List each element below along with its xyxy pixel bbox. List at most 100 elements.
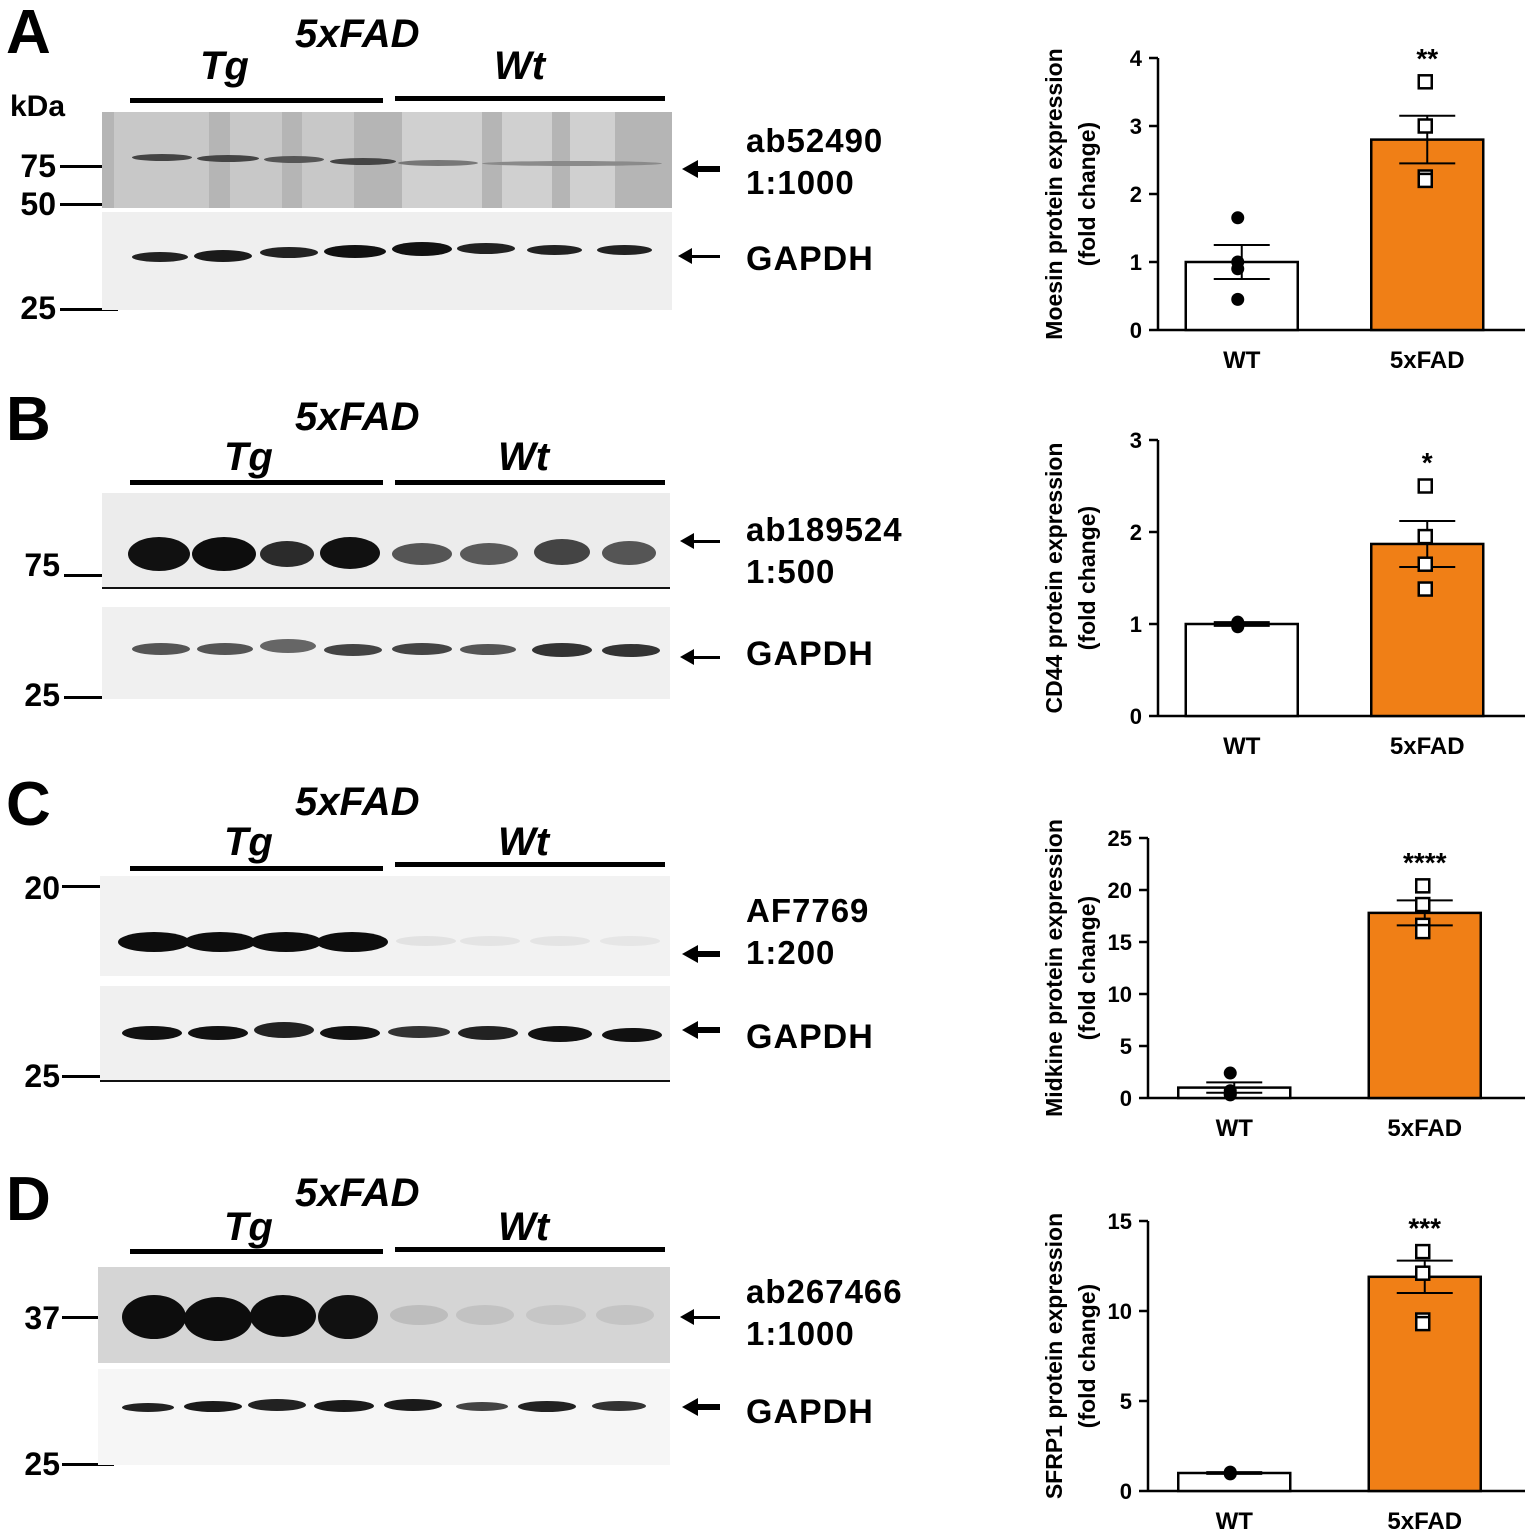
y-axis-label: Moesin protein expression bbox=[1041, 48, 1067, 339]
marker-25: 25 bbox=[24, 1058, 60, 1094]
antibody-label: ab189524 1:500 bbox=[746, 509, 903, 593]
marker-tick bbox=[62, 1316, 118, 1319]
marker-tick bbox=[62, 1463, 114, 1466]
gapdh-band bbox=[392, 643, 452, 655]
y-tick-label: 2 bbox=[1130, 520, 1142, 545]
protein-band bbox=[392, 543, 452, 565]
y-tick-label: 0 bbox=[1130, 318, 1142, 343]
gapdh-label: GAPDH bbox=[746, 240, 874, 278]
gapdh-band bbox=[457, 243, 515, 254]
protein-band bbox=[320, 537, 380, 569]
group-tg-line bbox=[130, 866, 383, 871]
target-arrow bbox=[682, 945, 720, 963]
marker-25: 25 bbox=[20, 290, 56, 326]
target-blot bbox=[98, 1267, 670, 1363]
sfrp1-bar-chart: 0 5 10 15 SFRP1 protein expression (fold chan… bbox=[1041, 1209, 1525, 1535]
protein-band bbox=[596, 1305, 654, 1325]
gapdh-band bbox=[260, 639, 316, 653]
bar-5xfad bbox=[1367, 1275, 1482, 1493]
data-point bbox=[1223, 1087, 1237, 1101]
data-point bbox=[1417, 528, 1433, 545]
gapdh-label: GAPDH bbox=[746, 1018, 874, 1056]
protein-band bbox=[602, 541, 656, 565]
model-label: 5xFAD bbox=[295, 1171, 420, 1215]
gapdh-band bbox=[458, 1026, 518, 1040]
model-label: 5xFAD bbox=[295, 780, 420, 824]
midkine-bar-chart: 0 5 10 15 20 25 Midkine protein expression (fol… bbox=[1041, 819, 1525, 1142]
x-tick-label: 5xFAD bbox=[1387, 1508, 1462, 1535]
antibody-label: AF7769 1:200 bbox=[746, 890, 869, 974]
data-point bbox=[1417, 172, 1433, 189]
protein-band bbox=[526, 1305, 586, 1325]
gapdh-band bbox=[460, 644, 516, 655]
group-tg-label: Tg bbox=[200, 44, 249, 88]
significance-label: ** bbox=[1416, 43, 1438, 74]
y-tick-label: 0 bbox=[1120, 1086, 1132, 1111]
marker-75: 75 bbox=[20, 148, 56, 184]
protein-band bbox=[330, 158, 396, 165]
marker-tick bbox=[64, 574, 102, 577]
gapdh-band bbox=[384, 1399, 442, 1411]
gapdh-band bbox=[597, 245, 652, 255]
gapdh-band bbox=[184, 1401, 242, 1412]
protein-band bbox=[534, 539, 590, 565]
protein-band bbox=[396, 936, 456, 946]
protein-band bbox=[398, 160, 478, 166]
y-tick-label: 1 bbox=[1130, 250, 1142, 275]
data-point bbox=[1231, 292, 1245, 306]
target-blot bbox=[102, 112, 672, 208]
gapdh-band bbox=[254, 1022, 314, 1038]
target-arrow bbox=[682, 160, 720, 178]
marker-tick bbox=[60, 165, 102, 168]
gapdh-band bbox=[532, 643, 592, 657]
gapdh-band bbox=[260, 247, 318, 258]
protein-band bbox=[530, 936, 590, 946]
data-point bbox=[1415, 1315, 1431, 1332]
data-point bbox=[1415, 896, 1431, 913]
data-point bbox=[1415, 1243, 1431, 1260]
group-wt-line bbox=[395, 480, 665, 485]
protein-band bbox=[118, 932, 190, 952]
panel-a: A 5xFAD Tg Wt kDa 75 50 25 ab52490 1:100… bbox=[0, 0, 1535, 385]
data-point bbox=[1417, 118, 1433, 134]
panel-letter: C bbox=[6, 770, 51, 839]
data-point bbox=[1415, 1265, 1431, 1281]
y-tick-label: 0 bbox=[1130, 704, 1142, 729]
protein-band bbox=[132, 154, 192, 161]
marker-25: 25 bbox=[24, 1446, 60, 1482]
gapdh-blot bbox=[100, 986, 670, 1082]
model-label: 5xFAD bbox=[295, 12, 420, 56]
group-tg-label: Tg bbox=[224, 1205, 273, 1249]
data-point bbox=[1231, 262, 1245, 276]
data-point bbox=[1417, 556, 1433, 572]
y-tick-label: 1 bbox=[1130, 612, 1142, 637]
panel-d: D 5xFAD Tg Wt 37 25 ab267466 1:1000 GAPD… bbox=[0, 1155, 1535, 1535]
y-axis-label: (fold change) bbox=[1074, 896, 1100, 1040]
data-point bbox=[1417, 74, 1433, 90]
protein-band bbox=[600, 936, 660, 946]
gapdh-band bbox=[248, 1399, 306, 1411]
x-tick-label: 5xFAD bbox=[1390, 347, 1465, 374]
y-axis-label: SFRP1 protein expression bbox=[1041, 1213, 1067, 1499]
bar-5xfad bbox=[1370, 138, 1485, 332]
antibody-name: AF7769 bbox=[746, 892, 870, 929]
model-label: 5xFAD bbox=[295, 395, 420, 439]
marker-50: 50 bbox=[20, 186, 56, 222]
gapdh-band bbox=[122, 1403, 174, 1412]
x-tick-label: WT bbox=[1216, 1508, 1254, 1535]
y-tick-label: 25 bbox=[1108, 826, 1132, 851]
x-tick-label: 5xFAD bbox=[1390, 733, 1465, 760]
antibody-dilution: 1:1000 bbox=[746, 1315, 855, 1352]
y-tick-label: 4 bbox=[1130, 46, 1143, 71]
gapdh-blot bbox=[102, 607, 670, 699]
marker-tick bbox=[60, 203, 102, 206]
target-blot bbox=[102, 493, 670, 589]
protein-band bbox=[260, 541, 314, 567]
protein-band bbox=[197, 155, 259, 162]
protein-band bbox=[184, 932, 256, 952]
gapdh-band bbox=[388, 1026, 450, 1038]
gapdh-label: GAPDH bbox=[746, 1393, 874, 1431]
kda-label: kDa bbox=[10, 90, 66, 123]
y-tick-label: 5 bbox=[1120, 1389, 1132, 1414]
gapdh-band bbox=[314, 1400, 374, 1412]
